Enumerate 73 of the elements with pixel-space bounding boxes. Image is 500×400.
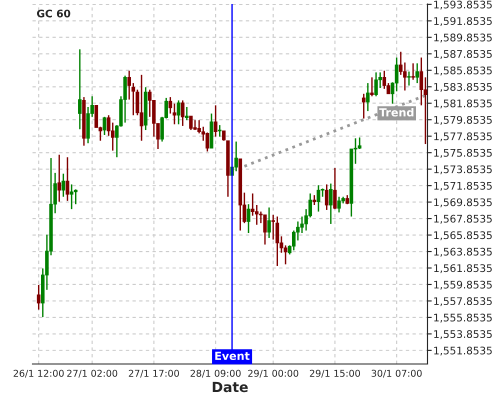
candlestick [267,206,271,239]
candlestick [70,184,74,210]
candlestick [168,96,172,114]
candlestick [382,70,386,90]
candlestick [333,167,337,210]
y-tick-label: 1,577.8535 [434,132,492,142]
y-tick-label: 1,581.8535 [434,99,492,108]
candlestick [263,214,267,246]
candlestick [36,284,40,310]
candlestick [394,56,398,92]
chart-title: GC 60 [36,10,70,18]
candlestick [234,140,238,172]
x-tick-label: 27/1 02:00 [67,370,118,378]
candlestick [374,72,378,97]
annotation: Event [215,352,250,360]
candlestick [102,116,106,136]
candlestick [337,196,341,214]
candlestick [370,76,374,97]
candlestick [358,136,362,150]
candlestick [57,154,62,202]
x-tick-label: 28/1 09:00 [190,370,241,378]
y-tick-label: 1,571.8535 [434,182,492,191]
candlestick [123,74,127,124]
y-tick-label: 1,559.8535 [434,280,492,290]
y-tick-label: 1,585.8535 [434,66,492,76]
y-tick-label: 1,551.8535 [434,346,492,356]
candlestick [284,244,288,266]
candlestick [78,48,82,130]
x-tick-label: 29/1 00:00 [248,370,298,378]
x-tick-label: 29/1 15:00 [310,370,360,378]
candlestick [411,62,415,80]
candlestick [316,184,320,212]
y-tick-label: 1,573.8535 [434,165,492,174]
y-tick-label: 1,563.8535 [434,248,492,257]
y-tick-label: 1,579.8535 [434,116,492,125]
candlestick [218,124,222,138]
candlestick [312,194,316,206]
x-tick-label: 30/1 07:00 [372,370,422,378]
y-tick-label: 1,557.8535 [434,297,492,306]
y-tick-label: 1,565.8535 [434,231,492,240]
y-tick-label: 1,589.8535 [434,34,492,43]
candlestick [193,119,197,131]
candlestick [362,93,366,120]
candlestick [276,216,280,267]
x-tick-label: 26/1 12:00 [14,370,64,378]
y-tick-label: 1,575.8535 [434,148,492,158]
y-tick-label: 1,567.8535 [434,214,492,224]
candlestick [324,184,328,211]
series-label: Trend [379,108,414,117]
candlestick [66,156,70,202]
candlestick [366,82,370,112]
candlestick [140,74,144,142]
candlestick [189,115,193,131]
y-tick-label: 1,561.8535 [434,264,492,274]
y-tick-label: 1,569.8535 [434,198,492,208]
x-tick-label: 27/1 17:00 [128,370,179,378]
candlestick [185,106,189,121]
candlestick [214,104,218,138]
candlestick [415,62,420,84]
candlestick [345,194,350,205]
y-tick-label: 1,553.8535 [434,330,492,340]
y-tick-label: 1,555.8535 [434,314,492,323]
x-axis-title: Date [212,382,248,392]
y-tick-label: 1,583.8535 [434,82,492,92]
candlestick [180,100,184,127]
y-tick-label: 1,593.8535 [434,0,492,10]
candlestick [329,182,333,225]
candlestick [246,203,250,234]
candlestick [407,70,411,86]
candlestick [62,173,66,198]
y-tick-label: 1,591.8535 [434,17,492,26]
y-tick-label: 1,587.8535 [434,50,492,59]
candlestick [176,100,180,125]
